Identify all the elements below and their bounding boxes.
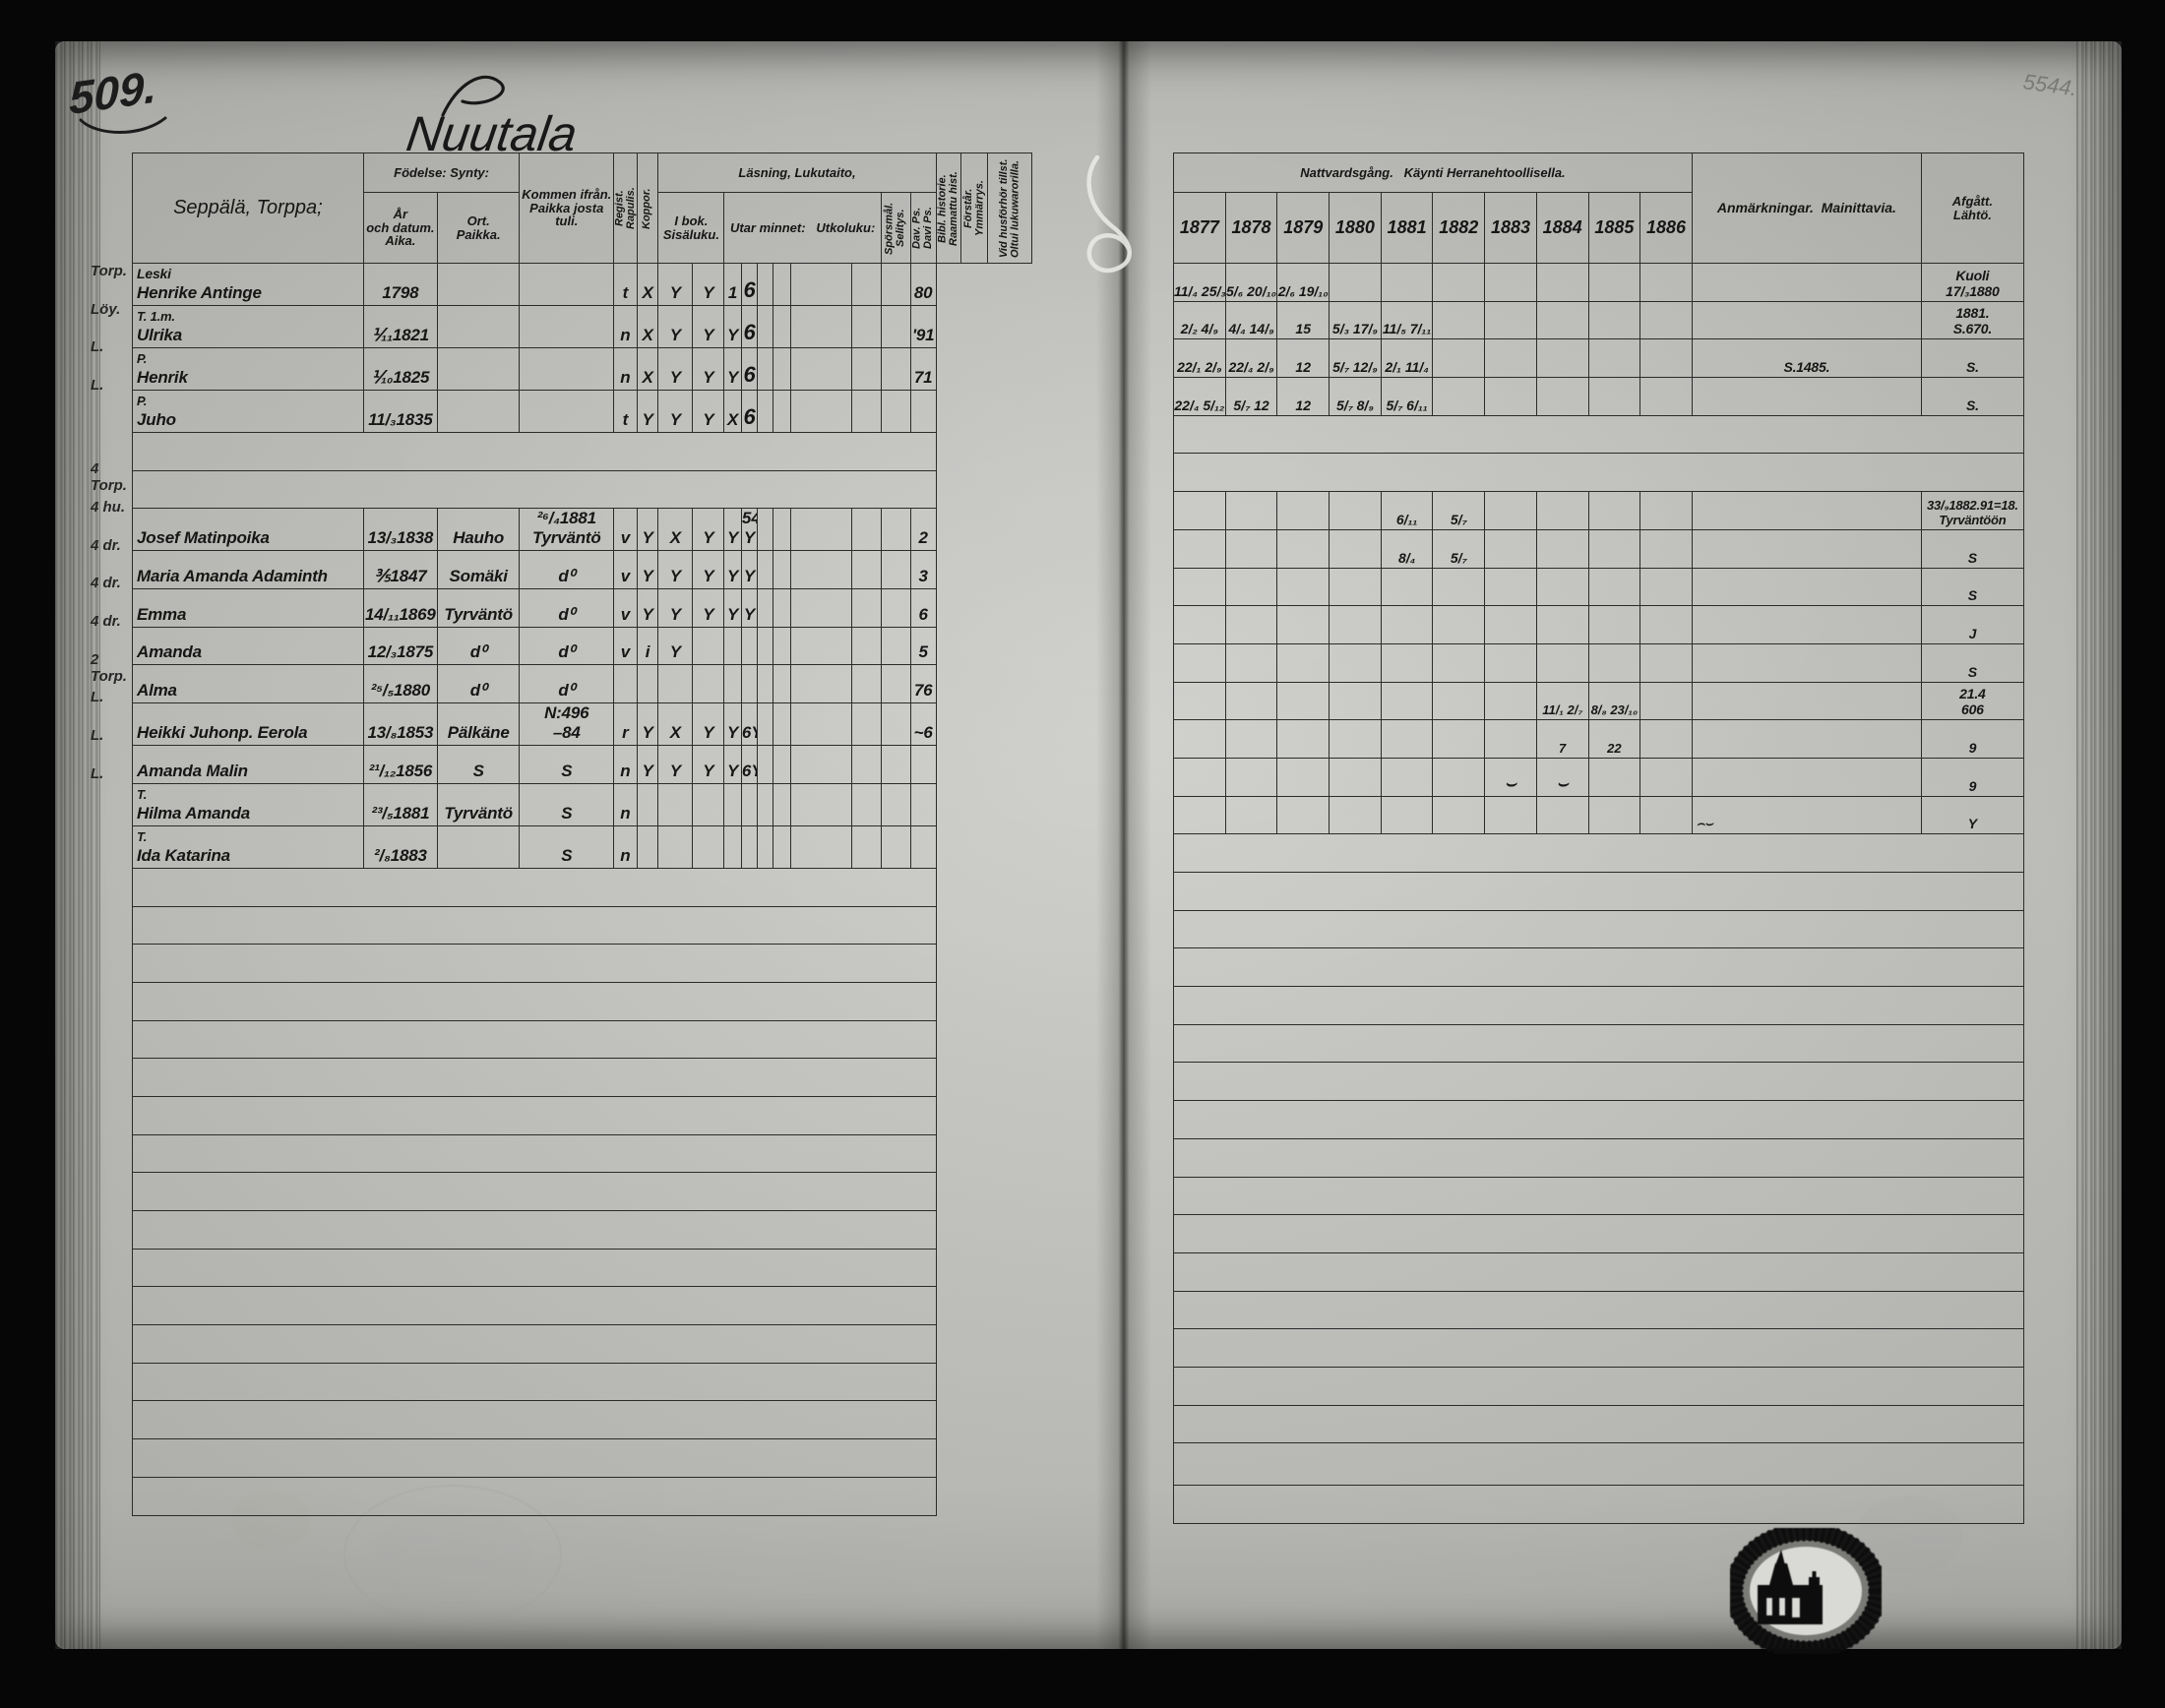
svg-text:5544.: 5544.	[2022, 69, 2078, 100]
svg-text:509.: 509.	[69, 60, 156, 124]
